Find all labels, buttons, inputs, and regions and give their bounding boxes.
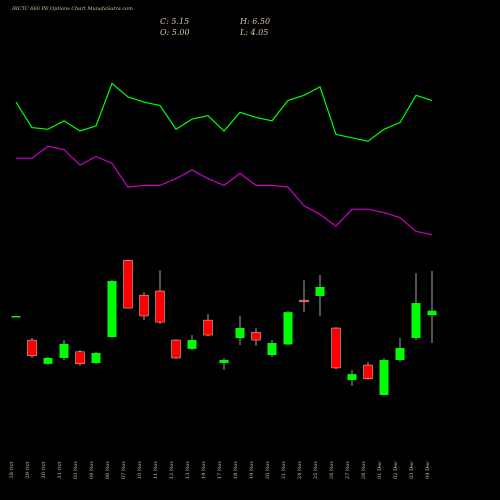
candle-body (139, 294, 149, 317)
x-tick-label: 26 Nov (329, 461, 335, 479)
x-tick-label: 03 Nov (73, 461, 79, 479)
candle-body (107, 281, 117, 338)
x-tick-label: 24 Nov (297, 461, 303, 479)
candle-body (411, 303, 421, 338)
candle-body (203, 319, 213, 336)
x-tick-label: 10 Nov (137, 461, 143, 479)
x-tick-label: 20 Nov (265, 461, 271, 479)
x-tick-label: 01 Dec (377, 461, 383, 479)
x-tick-label: 28 Nov (361, 461, 367, 479)
x-tick-label: 31 Oct (57, 462, 63, 479)
candle-body (155, 290, 165, 323)
candle-body (123, 259, 133, 309)
x-tick-label: 02 Dec (393, 461, 399, 479)
candle-body (379, 360, 389, 395)
candle-body (219, 360, 229, 363)
x-tick-label: 13 Nov (185, 461, 191, 479)
x-tick-label: 11 Nov (153, 461, 159, 479)
indicator-line (16, 145, 433, 236)
candle-body (235, 328, 245, 338)
x-tick-label: 07 Nov (121, 461, 127, 479)
candle-body (395, 347, 405, 361)
x-tick-label: 04 Nov (89, 461, 95, 479)
x-tick-label: 19 Nov (249, 461, 255, 479)
candle-body (363, 364, 373, 380)
candle-body (59, 343, 69, 358)
x-tick-label: 06 Nov (105, 461, 111, 479)
open-label: O: 5.00 (160, 28, 190, 37)
candle-body (267, 342, 277, 356)
candle-body (427, 310, 437, 316)
candle-body (299, 299, 309, 303)
chart-title: IRCTC 660 PE Options Chart MunafaSutra.c… (11, 6, 133, 12)
candle-body (43, 357, 53, 364)
candle-body (315, 286, 325, 297)
candle-body (91, 352, 101, 363)
x-tick-label: 18 Nov (233, 461, 239, 479)
candle-body (331, 327, 341, 369)
x-tick-label: 21 Nov (281, 461, 287, 479)
x-tick-label: 27 Nov (345, 461, 351, 479)
candle-body (347, 374, 357, 380)
x-tick-label: 25 Nov (313, 461, 319, 479)
candle-body (27, 339, 37, 357)
x-tick-label: 30 Oct (41, 462, 47, 479)
indicator-line (15, 82, 433, 142)
candle-body (251, 331, 261, 341)
high-label: H: 6.50 (239, 17, 270, 26)
candle-body (75, 351, 85, 365)
x-tick-label: 28 Oct (9, 462, 15, 479)
candle-body (171, 339, 181, 359)
x-tick-label: 04 Dec (425, 461, 431, 479)
x-tick-label: 17 Nov (217, 461, 223, 479)
close-label: C: 5.15 (160, 17, 189, 26)
candle-body (187, 340, 197, 349)
x-tick-label: 12 Nov (169, 461, 175, 479)
candle-body (283, 312, 293, 345)
x-tick-label: 03 Dec (409, 461, 415, 479)
x-tick-label: 29 Oct (25, 462, 31, 479)
x-tick-label: 14 Nov (201, 461, 207, 479)
candle-body (11, 315, 21, 318)
low-label: L: 4.05 (239, 28, 268, 37)
